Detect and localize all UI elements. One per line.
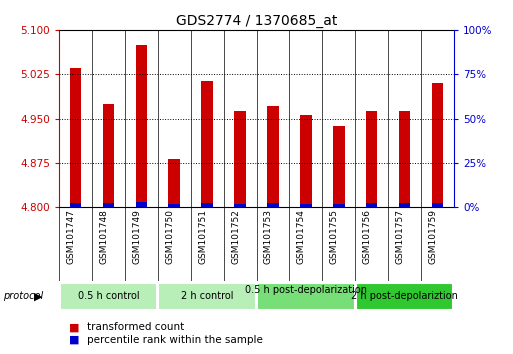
Text: ▶: ▶ <box>34 291 43 302</box>
Text: 0.5 h control: 0.5 h control <box>77 291 139 302</box>
Bar <box>168 159 180 207</box>
Bar <box>257 283 354 310</box>
Text: GSM101757: GSM101757 <box>396 209 405 264</box>
Bar <box>366 203 378 207</box>
Bar <box>432 83 443 207</box>
Bar <box>399 203 410 207</box>
Text: 0.5 h post-depolarization: 0.5 h post-depolarization <box>245 285 367 295</box>
Text: GSM101759: GSM101759 <box>428 209 438 264</box>
Bar <box>202 203 213 207</box>
Bar <box>135 45 147 207</box>
Text: GDS2774 / 1370685_at: GDS2774 / 1370685_at <box>176 14 337 28</box>
Bar <box>267 203 279 207</box>
Bar <box>135 202 147 207</box>
Text: GSM101753: GSM101753 <box>264 209 273 264</box>
Bar <box>103 203 114 207</box>
Bar <box>234 111 246 207</box>
Bar <box>202 81 213 207</box>
Bar <box>333 126 345 207</box>
Bar <box>366 111 378 207</box>
Text: GSM101749: GSM101749 <box>132 209 141 264</box>
Text: ■: ■ <box>69 335 80 345</box>
Text: GSM101752: GSM101752 <box>231 209 240 264</box>
Text: GSM101754: GSM101754 <box>297 209 306 264</box>
Bar <box>356 283 453 310</box>
Text: GSM101748: GSM101748 <box>100 209 108 264</box>
Bar <box>399 111 410 207</box>
Bar <box>267 105 279 207</box>
Bar <box>60 283 157 310</box>
Text: GSM101755: GSM101755 <box>330 209 339 264</box>
Text: 2 h control: 2 h control <box>181 291 233 302</box>
Bar <box>168 204 180 207</box>
Bar <box>432 203 443 207</box>
Text: 2 h post-depolariztion: 2 h post-depolariztion <box>351 291 458 302</box>
Bar <box>70 203 81 207</box>
Bar <box>333 204 345 207</box>
Bar <box>70 68 81 207</box>
Bar <box>234 204 246 207</box>
Bar <box>300 204 311 207</box>
Text: GSM101756: GSM101756 <box>363 209 372 264</box>
Text: GSM101751: GSM101751 <box>198 209 207 264</box>
Text: GSM101747: GSM101747 <box>67 209 75 264</box>
Text: percentile rank within the sample: percentile rank within the sample <box>87 335 263 345</box>
Text: GSM101750: GSM101750 <box>165 209 174 264</box>
Bar <box>159 283 256 310</box>
Text: ■: ■ <box>69 322 80 332</box>
Bar <box>103 104 114 207</box>
Bar <box>300 115 311 207</box>
Text: protocol: protocol <box>3 291 43 302</box>
Text: transformed count: transformed count <box>87 322 185 332</box>
